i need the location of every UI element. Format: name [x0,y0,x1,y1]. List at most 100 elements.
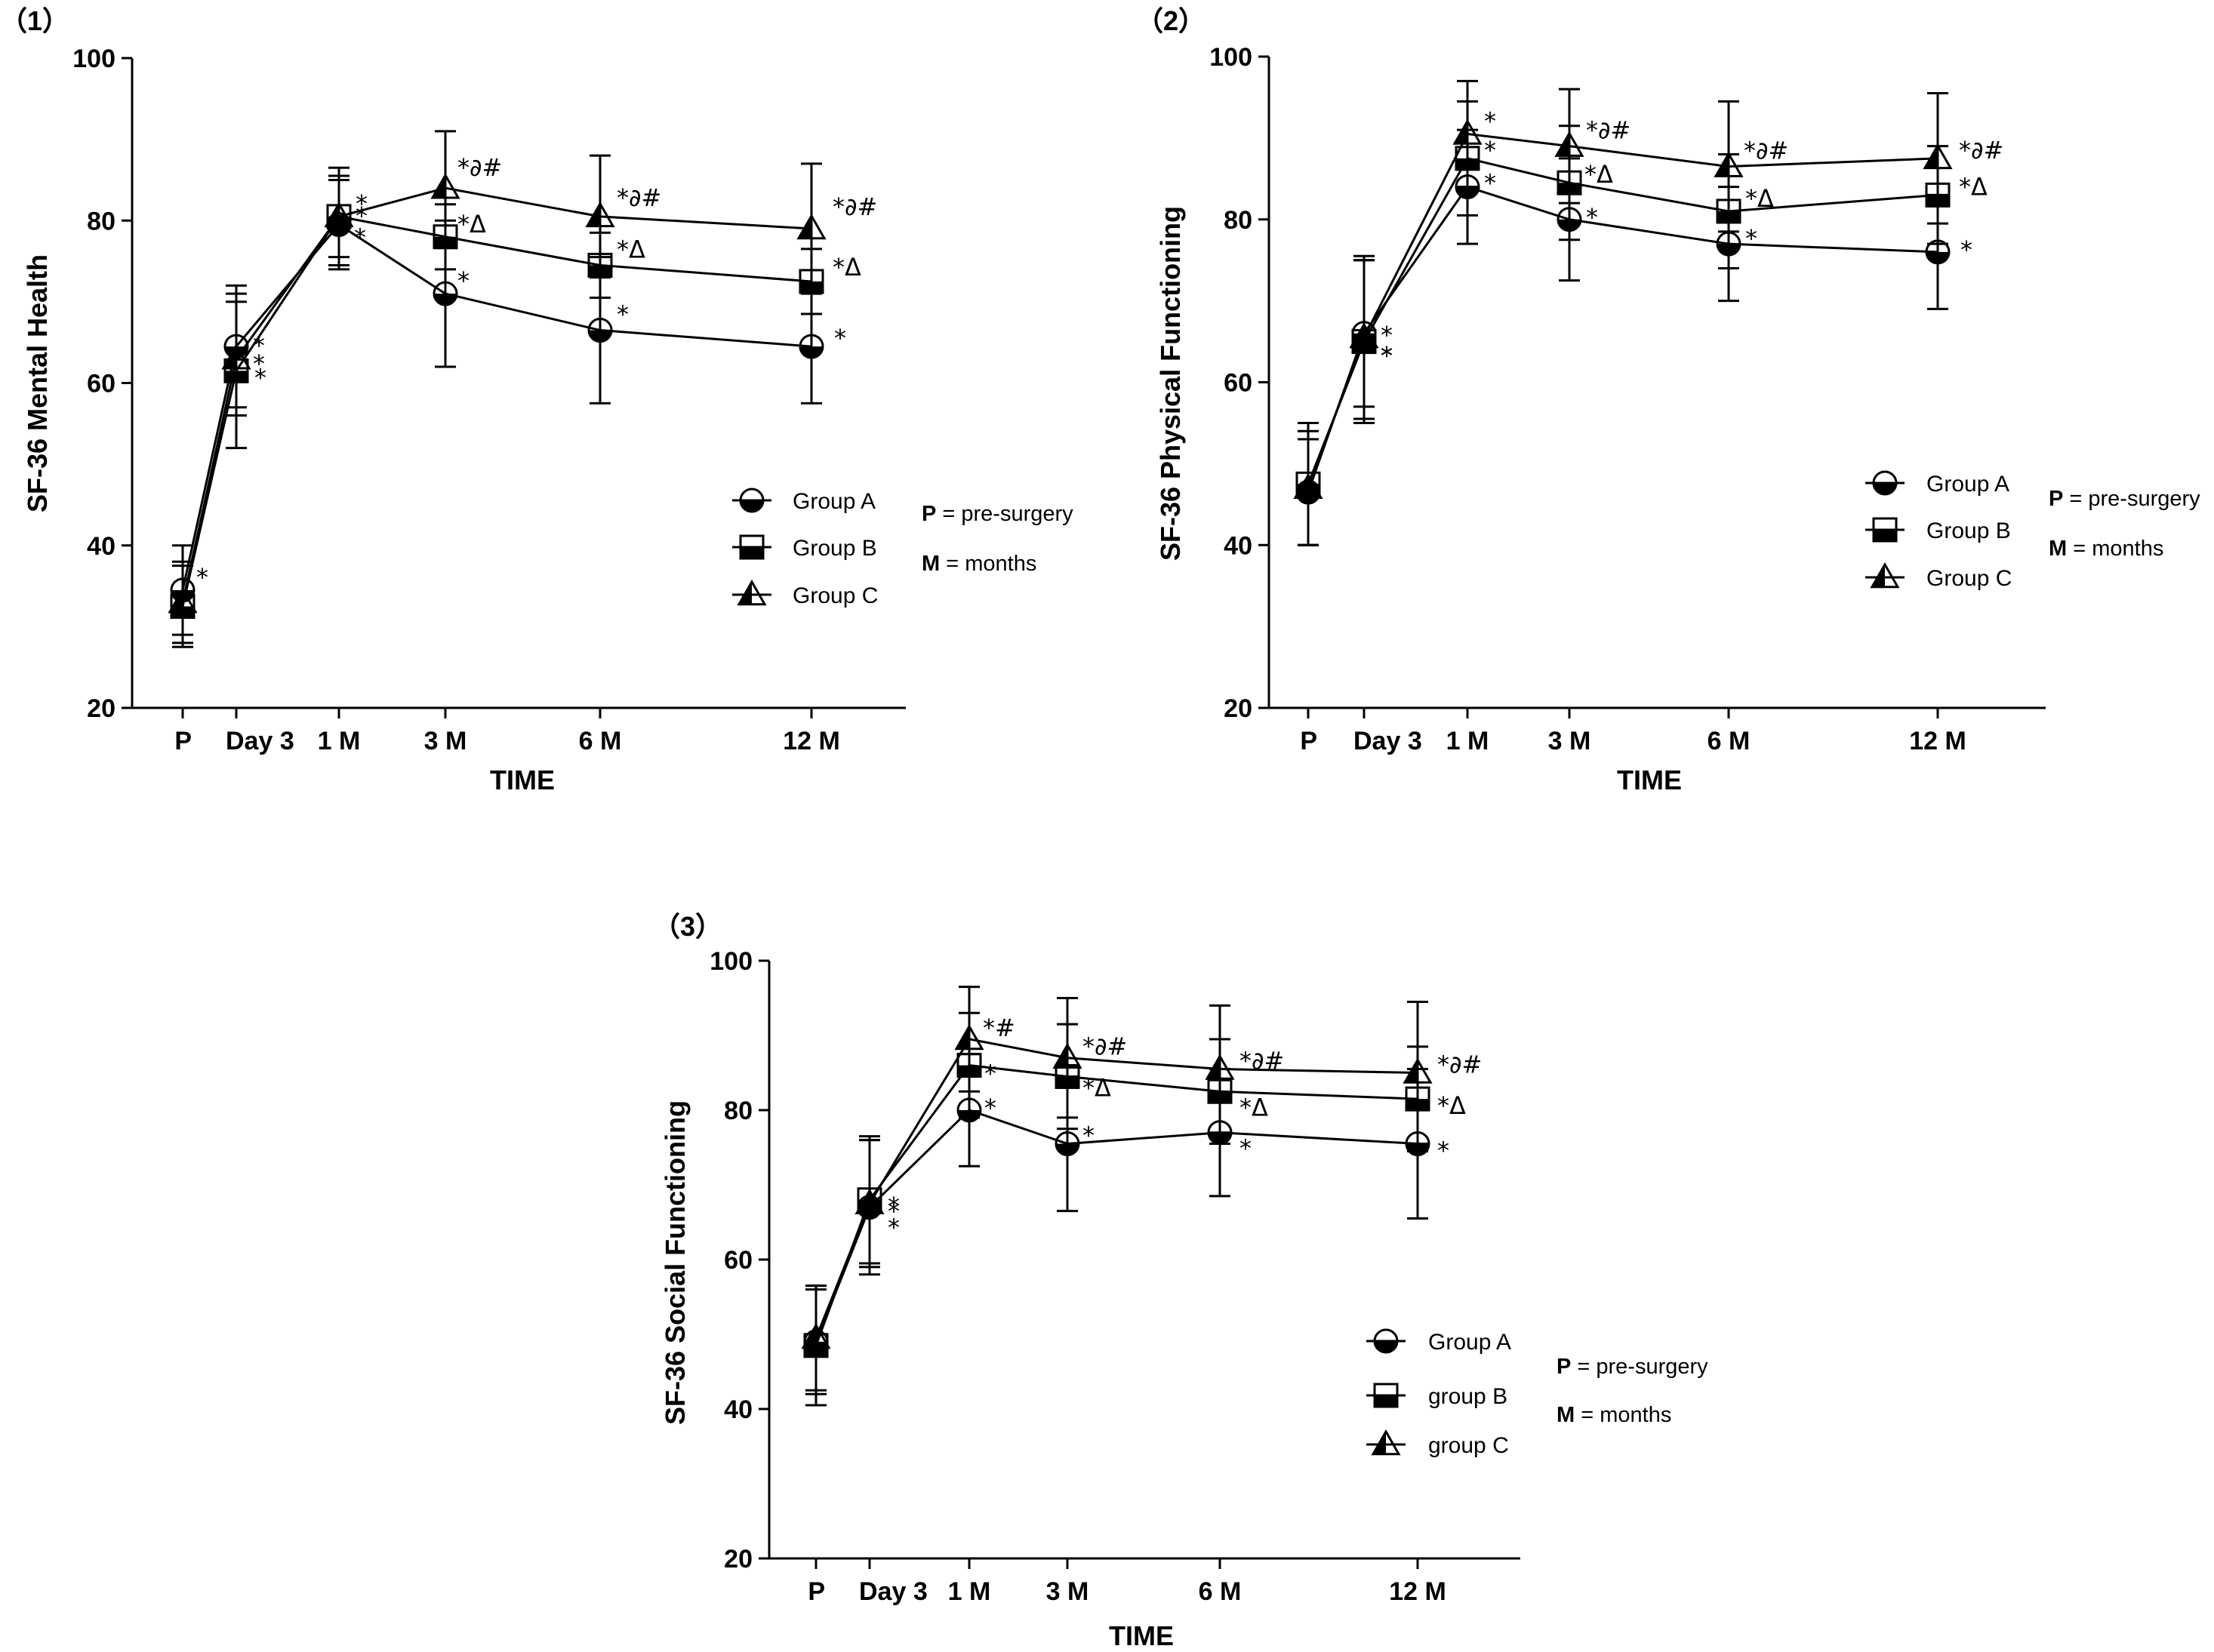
legend-label: Group C [1926,566,2012,591]
significance-label: * [254,363,266,392]
y-axis-title: SF-36 Physical Functioning [1155,206,1186,561]
x-tick-label: 6 M [1707,727,1751,755]
x-tick-label: P [808,1577,825,1606]
chart-panel-2: （2） 20 40 60 80 100 P Day 3 1 M 3 M 6 M 12 M TIME SF-… [1136,5,2200,795]
significance-label: *Δ [1239,1093,1268,1121]
y-tick-label: 80 [724,1097,753,1125]
note-key: M [1557,1403,1575,1427]
series-triangle: * *# *∂# *∂# *∂# [801,986,1482,1392]
note-key: P [2049,487,2063,511]
significance-label: * [356,189,368,218]
significance-label: *∂# [617,183,661,212]
series-circle: ***** [803,1053,1449,1395]
x-tick-label: 6 M [579,727,622,755]
data-point-circle-fill [589,330,611,342]
significance-label: * [984,1094,996,1122]
legend-marker-circle [739,488,765,513]
x-tick-label: 3 M [424,727,467,755]
legend-label: Group C [793,583,878,608]
y-tick-label: 80 [1224,206,1252,235]
y-tick-label: 100 [1209,43,1252,72]
note-text: = months [1575,1403,1671,1427]
data-point-triangle [1714,151,1744,177]
x-tick-label: 3 M [1046,1577,1089,1606]
note-text: = pre-surgery [936,502,1073,526]
significance-label: * [1484,136,1496,165]
legend: Group A group B group C [1366,1328,1511,1458]
data-point-triangle [1452,118,1483,145]
x-axis-title: TIME [1617,764,1682,795]
y-tick-label: 40 [724,1395,753,1424]
note-pre-surgery: P = pre-surgery [922,502,1073,526]
data-point-triangle [1293,472,1323,499]
series-triangle: ***∂#*∂#*∂# [168,130,877,644]
significance-label: * [1586,203,1598,232]
x-tick-label: 1 M [318,727,361,755]
data-point-triangle [1554,131,1584,157]
note-pre-surgery: P = pre-surgery [1557,1355,1708,1379]
significance-label: *Δ [1082,1073,1111,1102]
series-line [181,186,812,603]
legend-marker-square-fill [741,547,763,558]
data-point-circle-fill [1056,1143,1079,1155]
data-point-triangle [168,587,198,614]
panel-label: （3） [653,911,722,942]
data-point-circle [799,334,824,359]
data-point-circle-fill [1926,251,1949,263]
data-point-triangle [854,1188,885,1214]
significance-label: *∂# [1082,1032,1127,1061]
legend-label: Group A [793,489,876,514]
significance-label: * [1745,224,1757,253]
significance-label: *Δ [1437,1091,1466,1120]
x-tick-label: 1 M [948,1577,991,1606]
y-axis-title: SF-36 Mental Health [22,254,53,512]
legend-marker-triangle [1870,561,1900,589]
legend-marker-square [1872,517,1898,543]
significance-label: * [253,349,265,378]
significance-label: * [1381,321,1393,349]
legend-marker-circle-fill [1375,1341,1397,1352]
series-line [1307,157,1938,485]
significance-label: *Δ [1584,160,1613,189]
x-tick-label: P [174,727,192,755]
x-axis-title: TIME [490,764,555,795]
panel-label: （2） [1136,5,1206,36]
significance-label: *∂# [457,153,502,182]
panel-label: （1） [0,5,69,36]
legend-marker-circle-fill [1874,483,1896,494]
data-point-circle [1055,1131,1080,1157]
legend-marker-circle-fill [741,500,763,512]
note-text: = pre-surgery [1571,1355,1708,1379]
significance-label: * [253,331,265,360]
y-tick-label: 60 [87,370,115,398]
data-point-circle-fill [800,346,823,358]
significance-label: * [1484,169,1496,198]
legend-label: group B [1428,1384,1507,1409]
series-line [1307,132,1938,489]
significance-label: * [1381,341,1393,370]
data-point-circle-fill [434,294,457,306]
series-line [1307,185,1938,493]
significance-label: *Δ [457,210,486,238]
series-square: ***Δ*Δ*Δ [1295,100,1988,546]
y-tick-label: 20 [87,694,115,723]
data-point-triangle [801,1322,831,1349]
y-axis-title: SF-36 Social Functioning [660,1100,691,1425]
x-tick-label: 3 M [1548,727,1591,755]
data-point-triangle [1403,1057,1433,1084]
legend-label: Group A [1428,1330,1511,1355]
series-line [181,215,812,607]
significance-label: *∂# [1744,137,1788,165]
data-point-triangle [324,201,354,228]
significance-label: * [1381,342,1393,371]
data-point-triangle [796,213,827,240]
series-triangle: ***∂#*∂#*∂# [1293,79,2003,546]
legend: Group A Group B Group C [1865,470,2012,591]
note-key: P [922,502,936,526]
chart-panel-3: （3） 20 40 60 80 100 P Day 3 1 M 3 M 6 M 12 M TIME SF-… [653,911,1708,1651]
note-months: M = months [922,552,1036,576]
legend-marker-square-fill [1375,1395,1397,1407]
significance-label: *∂# [1959,136,2003,165]
legend-label: group C [1428,1433,1509,1458]
